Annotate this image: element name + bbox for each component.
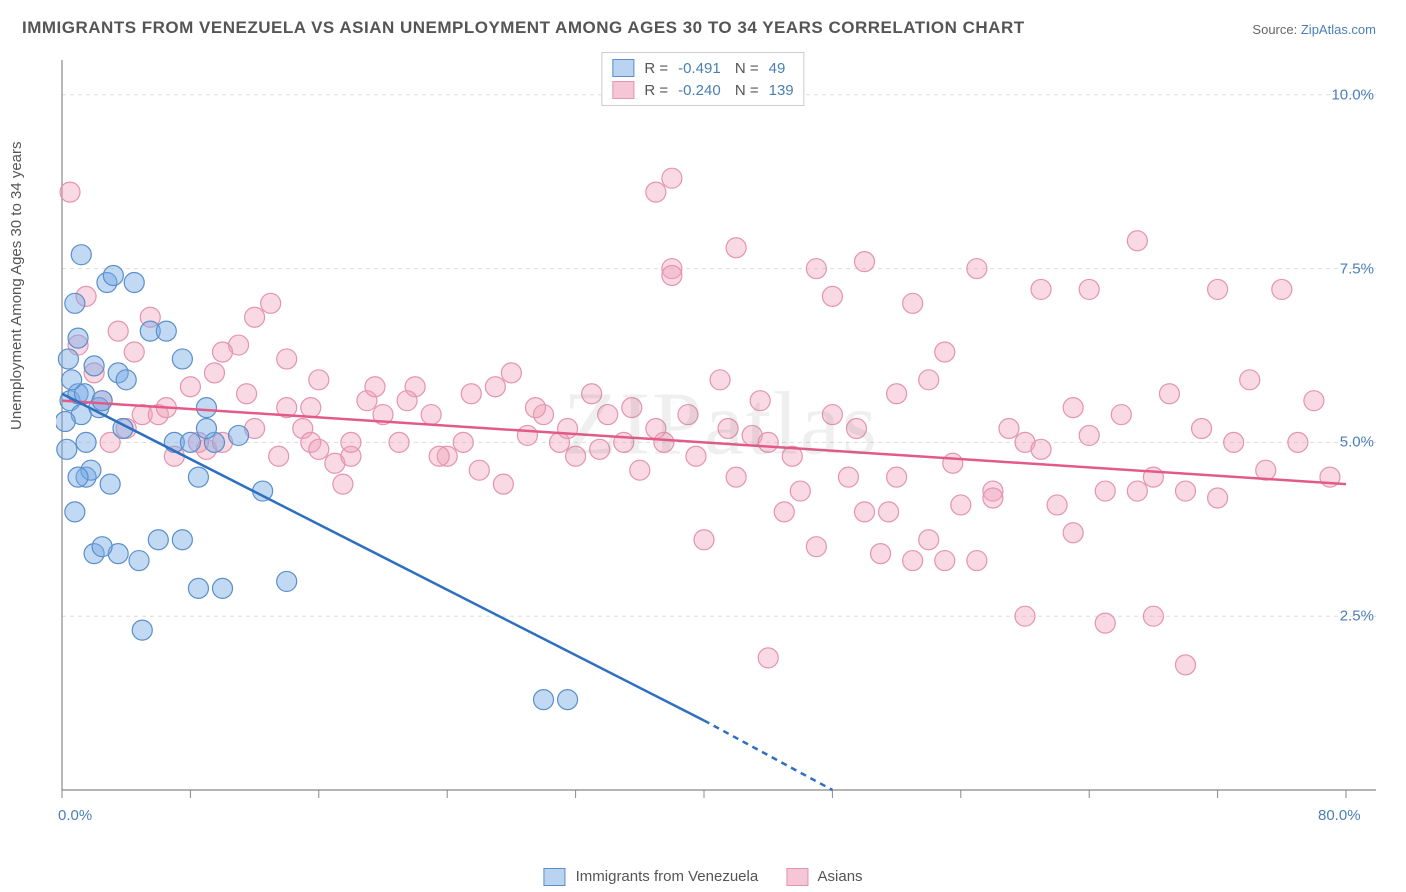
legend-row-series1: R = -0.491 N = 49 — [612, 57, 793, 79]
r-label-2: R = — [644, 82, 668, 99]
y-tick-label: 7.5% — [1340, 260, 1374, 277]
scatter-svg — [56, 50, 1386, 830]
x-tick-max: 80.0% — [1318, 807, 1361, 824]
source-label: Source: — [1252, 22, 1297, 37]
source-attribution: Source: ZipAtlas.com — [1252, 22, 1376, 37]
y-tick-label: 2.5% — [1340, 608, 1374, 625]
source-link[interactable]: ZipAtlas.com — [1301, 22, 1376, 37]
legend-swatch-venezuela-2 — [543, 868, 565, 886]
legend-item-venezuela: Immigrants from Venezuela — [543, 868, 758, 886]
n-label: N = — [731, 60, 759, 77]
x-tick-min: 0.0% — [58, 807, 92, 824]
chart-plot-area: ZIPatlas 2.5%5.0%7.5%10.0%0.0%80.0% — [56, 50, 1386, 830]
series-legend: Immigrants from Venezuela Asians — [543, 868, 862, 886]
n-label-2: N = — [731, 82, 759, 99]
y-tick-label: 10.0% — [1331, 86, 1374, 103]
legend-item-asians: Asians — [786, 868, 862, 886]
legend-swatch-venezuela — [612, 59, 634, 77]
legend-swatch-asians-2 — [786, 868, 808, 886]
y-axis-label: Unemployment Among Ages 30 to 34 years — [8, 141, 25, 430]
r-value-2: -0.240 — [678, 82, 721, 99]
legend-label-asians: Asians — [818, 868, 863, 885]
y-tick-label: 5.0% — [1340, 434, 1374, 451]
legend-swatch-asians — [612, 81, 634, 99]
legend-label-venezuela: Immigrants from Venezuela — [576, 868, 759, 885]
r-value-1: -0.491 — [678, 60, 721, 77]
correlation-legend: R = -0.491 N = 49 R = -0.240 N = 139 — [601, 52, 804, 106]
n-value-2: 139 — [769, 82, 794, 99]
r-label: R = — [644, 60, 668, 77]
chart-title: IMMIGRANTS FROM VENEZUELA VS ASIAN UNEMP… — [22, 18, 1025, 38]
n-value-1: 49 — [769, 60, 786, 77]
legend-row-series2: R = -0.240 N = 139 — [612, 79, 793, 101]
